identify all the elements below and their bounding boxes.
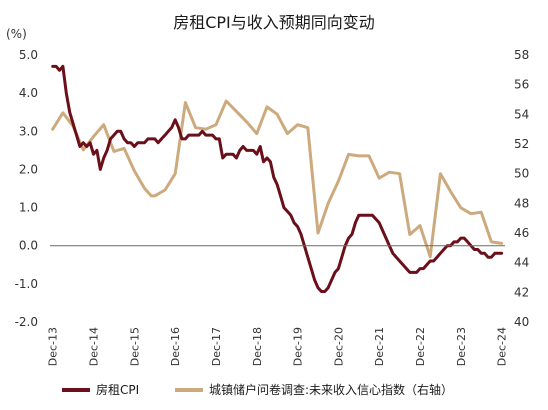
x-tick-label: Dec-17: [210, 327, 223, 366]
y-left-tick-label: 0.0: [19, 239, 38, 253]
series-layer: [51, 64, 504, 293]
x-tick-label: Dec-15: [128, 327, 141, 366]
x-tick-label: Dec-19: [292, 327, 305, 366]
y-left-tick-label: 1.0: [19, 201, 38, 215]
x-tick-label: Dec-14: [88, 327, 101, 366]
chart-title: 房租CPI与收入预期同向变动: [173, 13, 375, 32]
y-left-tick-label: 3.0: [19, 124, 38, 138]
y-right-tick-label: 48: [514, 196, 529, 210]
x-tick-label: Dec-16: [169, 327, 182, 366]
legend-label-rent-cpi: 房租CPI: [96, 382, 139, 397]
y-right-tick-label: 58: [514, 48, 529, 62]
y-left-tick-label: -2.0: [15, 315, 38, 329]
y-right-tick-label: 46: [514, 226, 529, 240]
y-right-tick-labels: 58 56 54 52 50 48 46 44 42 40: [514, 48, 529, 329]
y-right-tick-label: 52: [514, 137, 529, 151]
x-tick-label: Dec-13: [47, 327, 60, 366]
series-line-income-confidence: [51, 99, 504, 259]
series-line-rent-cpi: [51, 64, 504, 293]
x-tick-label: Dec-21: [373, 327, 386, 366]
legend: 房租CPI 城镇储户问卷调查:未来收入信心指数（右轴）: [62, 382, 453, 397]
y-left-tick-label: 2.0: [19, 162, 38, 176]
x-tick-labels: Dec-13 Dec-14 Dec-15 Dec-16 Dec-17 Dec-18 Dec-…: [47, 327, 509, 366]
y-left-tick-label: -1.0: [15, 277, 38, 291]
x-tick-label: Dec-24: [496, 327, 509, 366]
y-right-tick-label: 50: [514, 167, 529, 181]
y-left-tick-labels: 5.0 4.0 3.0 2.0 1.0 0.0 -1.0 -2.0: [15, 48, 38, 329]
legend-label-income-confidence: 城镇储户问卷调查:未来收入信心指数（右轴）: [209, 382, 453, 397]
y-right-tick-label: 44: [514, 256, 529, 270]
x-tick-label: Dec-23: [455, 327, 468, 366]
y-right-tick-label: 42: [514, 285, 529, 299]
x-tick-label: Dec-18: [251, 327, 264, 366]
y-left-tick-label: 4.0: [19, 86, 38, 100]
y-left-unit: (%): [6, 27, 27, 41]
x-tick-label: Dec-22: [414, 327, 427, 366]
x-tick-label: Dec-20: [332, 327, 345, 366]
y-right-tick-label: 40: [514, 315, 529, 329]
y-right-tick-label: 56: [514, 78, 529, 92]
y-right-tick-label: 54: [514, 107, 529, 121]
y-left-tick-label: 5.0: [19, 48, 38, 62]
